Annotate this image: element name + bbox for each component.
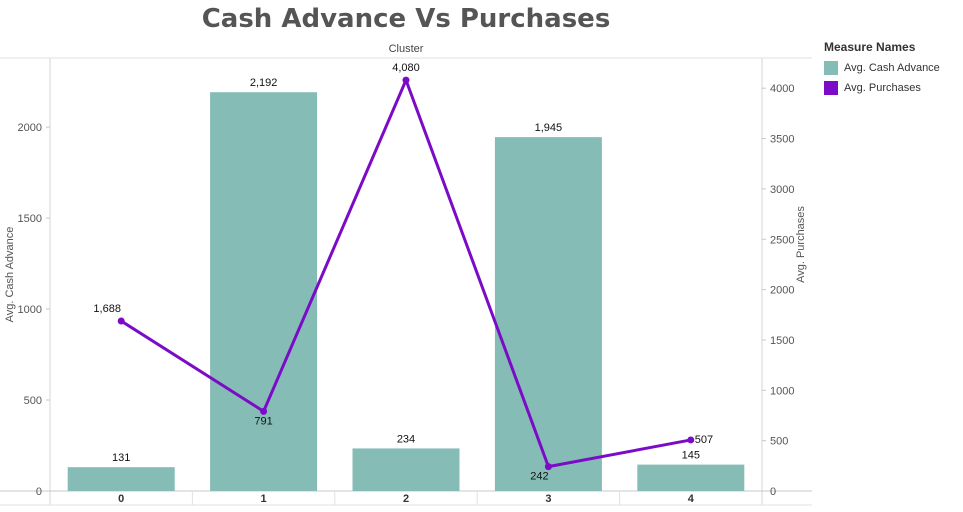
x-tick-label: 2 bbox=[403, 493, 409, 505]
point-purchases bbox=[260, 407, 268, 415]
chart-title: Cash Advance Vs Purchases bbox=[201, 4, 611, 34]
y-right-tick-label: 1000 bbox=[770, 385, 794, 397]
legend-item-purchases[interactable]: Avg. Purchases bbox=[824, 78, 959, 98]
bar-data-label: 131 bbox=[112, 452, 130, 464]
y-right-tick-label: 2500 bbox=[770, 234, 794, 246]
bar-data-label: 2,192 bbox=[250, 77, 278, 89]
y-right-tick-label: 1500 bbox=[770, 335, 794, 347]
legend: Measure Names Avg. Cash Advance Avg. Pur… bbox=[824, 40, 959, 98]
line-data-label: 1,688 bbox=[93, 303, 121, 315]
line-data-label: 791 bbox=[254, 415, 272, 427]
y-right-tick-label: 3500 bbox=[770, 134, 794, 146]
y-right-tick-label: 2000 bbox=[770, 285, 794, 297]
x-tick-label: 1 bbox=[261, 493, 267, 505]
y-left-tick-label: 500 bbox=[24, 395, 42, 407]
y-left-axis-title: Avg. Cash Advance bbox=[4, 227, 16, 323]
point-purchases bbox=[402, 76, 410, 84]
y-left-tick-label: 1000 bbox=[18, 304, 42, 316]
column-header: Cluster bbox=[389, 43, 424, 55]
y-right-tick-label: 3000 bbox=[770, 184, 794, 196]
y-right-tick-label: 500 bbox=[770, 436, 788, 448]
y-left-tick-label: 1500 bbox=[18, 213, 42, 225]
line-data-label: 4,080 bbox=[392, 62, 420, 74]
bar-cash-advance bbox=[494, 137, 602, 492]
line-purchases bbox=[120, 78, 692, 469]
x-tick-label: 4 bbox=[688, 493, 695, 505]
x-tick-label: 3 bbox=[545, 493, 551, 505]
legend-title: Measure Names bbox=[824, 40, 916, 54]
x-tick-label: 0 bbox=[118, 493, 124, 505]
line-data-label: 242 bbox=[530, 471, 548, 483]
y-right-tick-label: 4000 bbox=[770, 83, 794, 95]
legend-label-cash-advance: Avg. Cash Advance bbox=[844, 62, 940, 74]
bar-cash-advance bbox=[67, 467, 175, 491]
bars-layer bbox=[67, 92, 745, 492]
bar-cash-advance bbox=[637, 464, 745, 491]
y-left-tick-label: 0 bbox=[36, 486, 42, 498]
point-purchases bbox=[117, 317, 125, 325]
bar-cash-advance bbox=[352, 448, 460, 491]
legend-item-cash-advance[interactable]: Avg. Cash Advance bbox=[824, 58, 959, 78]
legend-swatch-cash-advance bbox=[824, 61, 838, 75]
line-layer bbox=[117, 76, 695, 471]
legend-swatch-purchases bbox=[824, 81, 838, 95]
y-right-axis-title: Avg. Purchases bbox=[795, 206, 807, 283]
bar-data-label: 145 bbox=[682, 450, 700, 462]
point-purchases bbox=[687, 436, 695, 444]
labels-layer: Cluster 0 500 1000 1500 2000 0 500 1000 1500 2000 2… bbox=[4, 43, 807, 505]
bar-data-label: 1,945 bbox=[535, 122, 563, 134]
legend-label-purchases: Avg. Purchases bbox=[844, 82, 921, 94]
bar-data-label: 234 bbox=[397, 433, 415, 445]
y-left-tick-label: 2000 bbox=[18, 122, 42, 134]
line-data-label: 507 bbox=[695, 434, 713, 446]
y-right-tick-label: 0 bbox=[770, 486, 776, 498]
bar-cash-advance bbox=[210, 92, 318, 491]
point-purchases bbox=[544, 463, 552, 471]
